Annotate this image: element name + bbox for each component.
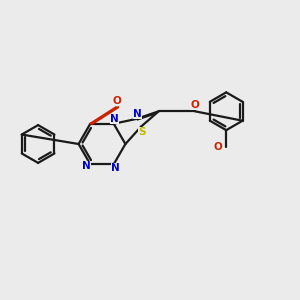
Text: O: O — [190, 100, 199, 110]
Text: N: N — [133, 109, 142, 119]
Text: O: O — [112, 96, 121, 106]
Text: N: N — [110, 114, 119, 124]
Text: N: N — [110, 164, 119, 173]
Text: N: N — [82, 161, 91, 171]
Text: S: S — [138, 127, 146, 137]
Text: O: O — [213, 142, 222, 152]
